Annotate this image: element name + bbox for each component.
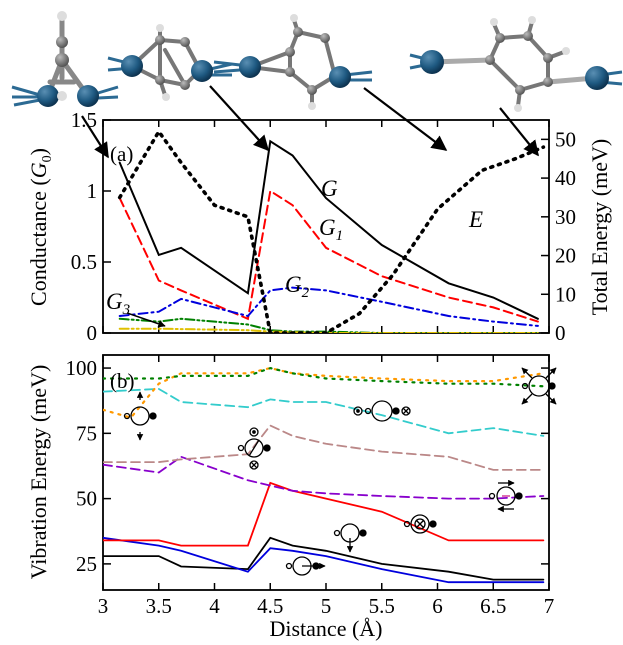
y-tick-label: 0	[87, 321, 98, 345]
panel-a-series	[117, 128, 546, 333]
mode-glyph-vertical-down	[333, 523, 367, 553]
y-tick-label: 100	[66, 356, 98, 380]
panel-a-ylabel: Conductance (G0)	[26, 148, 55, 306]
mode-glyph-in-out	[403, 514, 437, 534]
series-line-G3	[118, 317, 539, 333]
mode-glyph-shear	[488, 479, 523, 513]
panel-a-ylabel-right: Total Energy (meV)	[587, 139, 612, 315]
molecule-structure-1	[11, 11, 119, 107]
y-tick-label: 1.5	[71, 108, 97, 132]
mode-glyphs	[123, 367, 557, 576]
y-tick-label: 25	[76, 552, 97, 576]
panel-b-ylabel: Vibration Energy (meV)	[26, 365, 51, 580]
y-tick-label: 1	[87, 179, 98, 203]
x-tick-label: 3	[98, 594, 109, 618]
mode-glyph-rotated-ring	[237, 427, 271, 470]
molecule-structure-4	[409, 16, 623, 112]
molecule-structure-3	[213, 14, 373, 110]
y2-tick-label: 20	[555, 244, 576, 268]
molecule-structures	[11, 11, 623, 112]
series-label-G3: G3	[106, 289, 130, 318]
x-axis-label: Distance (Å)	[269, 616, 382, 641]
x-tick-label: 6	[432, 594, 443, 618]
molecule-structure-2	[107, 24, 233, 101]
vibration-mode-line-2	[103, 536, 545, 584]
vibration-mode-line-5	[103, 424, 545, 471]
panel-b-x-ticks: 3 3.5 4 4.5 5 5.5 6 6.5 7	[98, 355, 555, 618]
series-label-G: G	[321, 176, 338, 201]
y2-tick-label: 40	[555, 166, 576, 190]
series-line-G1	[118, 189, 539, 323]
mode-glyph-vertical-stretch	[123, 391, 157, 441]
y2-tick-label: 50	[555, 127, 576, 151]
mode-glyph-out-of-plane	[353, 400, 411, 422]
x-tick-label: 5	[321, 594, 332, 618]
G3-label-arrow	[126, 312, 166, 328]
panel-a-y-ticks: 0 0.5 1 1.5	[71, 108, 111, 345]
panel-b-frame	[102, 354, 550, 591]
x-tick-label: 7	[544, 594, 555, 618]
pointer-arrow-3	[363, 87, 448, 151]
panel-b-series	[103, 366, 545, 584]
panel-a-y2-ticks: 0 10 20 30 40 50	[541, 127, 576, 345]
panel-a-label: (a)	[110, 142, 133, 166]
y-tick-label: 50	[76, 487, 97, 511]
panel-b: 3 3.5 4 4.5 5 5.5 6 6.5 7 25 50 75 100 (b) Vibratio…	[26, 354, 557, 641]
mode-glyph-horizontal	[285, 556, 326, 576]
pointer-arrow-4	[499, 107, 539, 157]
y-tick-label: 75	[76, 421, 97, 445]
vibration-mode-line-4	[103, 455, 545, 500]
x-tick-label: 4.5	[257, 594, 283, 618]
y-tick-label: 0.5	[71, 250, 97, 274]
mode-glyph-breathing	[521, 367, 557, 405]
y2-tick-label: 30	[555, 205, 576, 229]
y2-tick-label: 10	[555, 282, 576, 306]
series-label-E: E	[468, 207, 483, 232]
x-tick-label: 6.5	[480, 594, 506, 618]
y2-tick-label: 0	[555, 321, 566, 345]
panel-a: 0 0.5 1 1.5 0 10 20 30 40 50 (a) G G1 G2 G3 E Co…	[26, 108, 612, 345]
vibration-mode-line-6	[103, 387, 545, 437]
series-line-G	[118, 139, 539, 320]
pointer-arrow-2	[209, 85, 270, 152]
panel-b-y-ticks: 25 50 75 100	[66, 356, 549, 576]
panel-b-label: (b)	[110, 369, 135, 393]
vibration-mode-line-1	[103, 536, 545, 581]
x-tick-label: 5.5	[369, 594, 395, 618]
series-label-G1: G1	[319, 215, 343, 244]
vibration-mode-line-7	[103, 366, 545, 419]
series-line-G2	[118, 286, 539, 327]
vibration-mode-line-8	[103, 366, 545, 388]
x-tick-label: 4	[209, 594, 220, 618]
x-tick-label: 3.5	[146, 594, 172, 618]
series-label-G2: G2	[285, 272, 310, 301]
